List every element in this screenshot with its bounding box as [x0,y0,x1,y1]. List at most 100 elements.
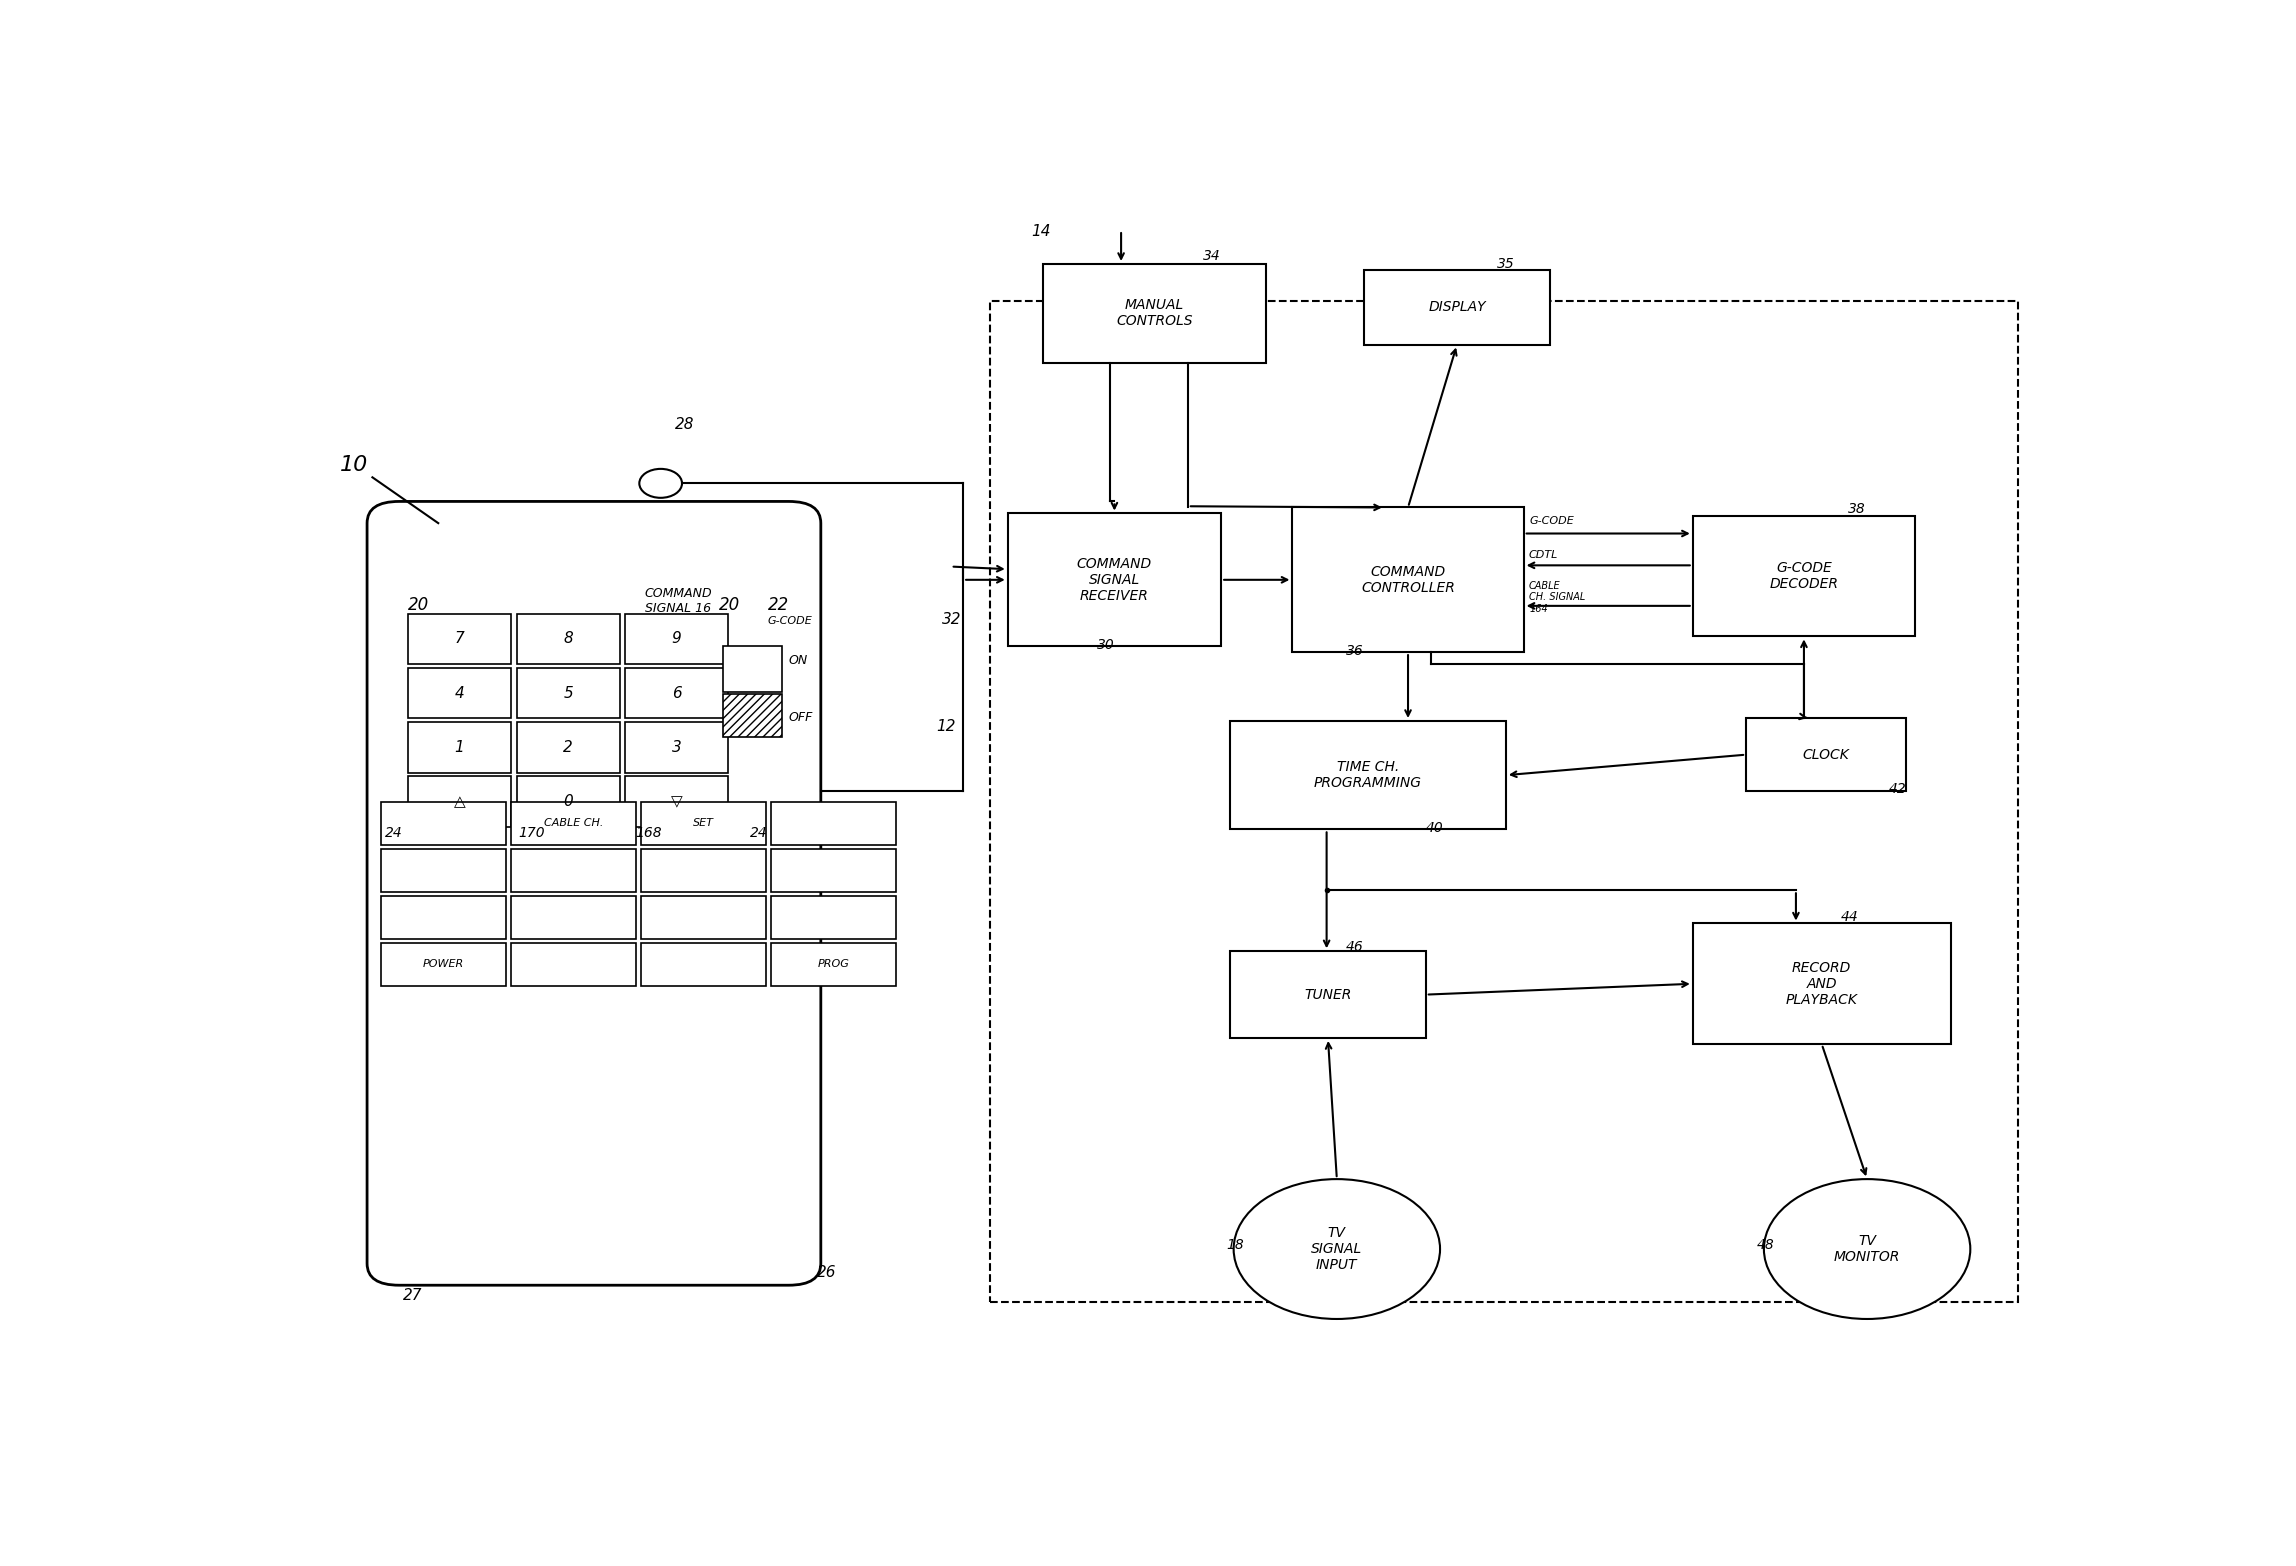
Text: DISPLAY: DISPLAY [1428,301,1486,315]
Text: 2: 2 [563,739,574,755]
Bar [625,614,728,664]
Text: 46: 46 [1345,940,1364,954]
Text: 35: 35 [1497,257,1515,271]
Bar [1008,514,1221,647]
Text: 18: 18 [1226,1239,1244,1253]
Bar [409,777,512,827]
Text: 6: 6 [673,686,682,700]
Bar [641,802,765,846]
Bar [381,943,505,987]
Text: PROG: PROG [817,960,850,969]
Bar [517,667,620,719]
Text: G-CODE: G-CODE [1529,515,1573,526]
Bar [771,849,895,893]
Circle shape [1233,1179,1440,1319]
Bar [625,667,728,719]
Text: 36: 36 [1345,644,1364,658]
Text: TV
SIGNAL
INPUT: TV SIGNAL INPUT [1311,1226,1362,1272]
Text: CABLE
CH. SIGNAL
164: CABLE CH. SIGNAL 164 [1529,581,1584,614]
Text: 12: 12 [937,719,955,733]
Text: G-CODE
DECODER: G-CODE DECODER [1770,561,1839,592]
Text: G-CODE: G-CODE [767,617,813,626]
Bar [771,896,895,940]
Bar [625,722,728,772]
Text: 24: 24 [748,825,767,839]
Bar [381,802,505,846]
Bar [1042,265,1265,363]
Text: 40: 40 [1426,821,1444,835]
Bar [723,694,781,736]
Bar [517,722,620,772]
Text: MANUAL
CONTROLS: MANUAL CONTROLS [1116,298,1192,329]
Text: TUNER: TUNER [1304,988,1352,1002]
Bar [409,667,512,719]
Text: 10: 10 [340,456,370,476]
Bar [641,943,765,987]
Text: 14: 14 [1031,224,1049,240]
Text: CABLE CH.: CABLE CH. [544,819,604,828]
Bar [381,896,505,940]
Text: 24: 24 [386,825,402,839]
Text: 1: 1 [455,739,464,755]
Text: 20: 20 [719,597,742,614]
Text: 7: 7 [455,631,464,647]
Bar [1692,924,1952,1045]
Bar [512,943,636,987]
Circle shape [638,468,682,498]
Text: 0: 0 [563,794,574,810]
Bar [641,896,765,940]
Bar [625,777,728,827]
Bar [381,849,505,893]
Bar [1745,719,1906,791]
Bar [1364,269,1550,345]
Text: 8: 8 [563,631,574,647]
Text: 44: 44 [1841,910,1857,924]
Text: 168: 168 [636,825,661,839]
Text: 9: 9 [673,631,682,647]
Bar [1231,951,1426,1038]
FancyBboxPatch shape [367,501,822,1286]
Bar [641,849,765,893]
Text: △: △ [455,794,466,810]
Text: 3: 3 [673,739,682,755]
Text: COMMAND
SIGNAL 16: COMMAND SIGNAL 16 [645,587,712,615]
Bar [1231,720,1506,830]
Bar [771,802,895,846]
Bar [512,896,636,940]
Text: OFF: OFF [790,711,813,723]
Bar [517,777,620,827]
Text: COMMAND
SIGNAL
RECEIVER: COMMAND SIGNAL RECEIVER [1077,556,1153,603]
Text: CDTL: CDTL [1529,550,1559,561]
Circle shape [1763,1179,1970,1319]
Text: 32: 32 [941,612,962,628]
Text: 20: 20 [409,597,429,614]
Bar [1692,515,1915,636]
Text: ON: ON [790,655,808,667]
Bar [517,614,620,664]
Bar [409,614,512,664]
Text: TIME CH.
PROGRAMMING: TIME CH. PROGRAMMING [1313,760,1421,791]
Text: CLOCK: CLOCK [1802,747,1851,761]
Text: 22: 22 [767,597,790,614]
Text: RECORD
AND
PLAYBACK: RECORD AND PLAYBACK [1786,960,1857,1007]
Text: COMMAND
CONTROLLER: COMMAND CONTROLLER [1362,565,1456,595]
Bar [512,802,636,846]
Text: 34: 34 [1203,249,1221,263]
Text: 28: 28 [675,417,693,432]
Text: 48: 48 [1756,1239,1775,1253]
Text: 38: 38 [1848,503,1864,517]
Text: 4: 4 [455,686,464,700]
Text: 170: 170 [519,825,544,839]
Text: ▽: ▽ [670,794,682,810]
Text: TV
MONITOR: TV MONITOR [1835,1234,1901,1264]
Text: POWER: POWER [422,960,464,969]
Text: 30: 30 [1097,637,1114,651]
Text: SET: SET [693,819,714,828]
Bar [771,943,895,987]
Bar [512,849,636,893]
Text: 42: 42 [1887,783,1906,796]
Text: 27: 27 [402,1287,422,1303]
Text: 5: 5 [563,686,574,700]
Bar [723,647,781,692]
Bar [990,301,2018,1301]
